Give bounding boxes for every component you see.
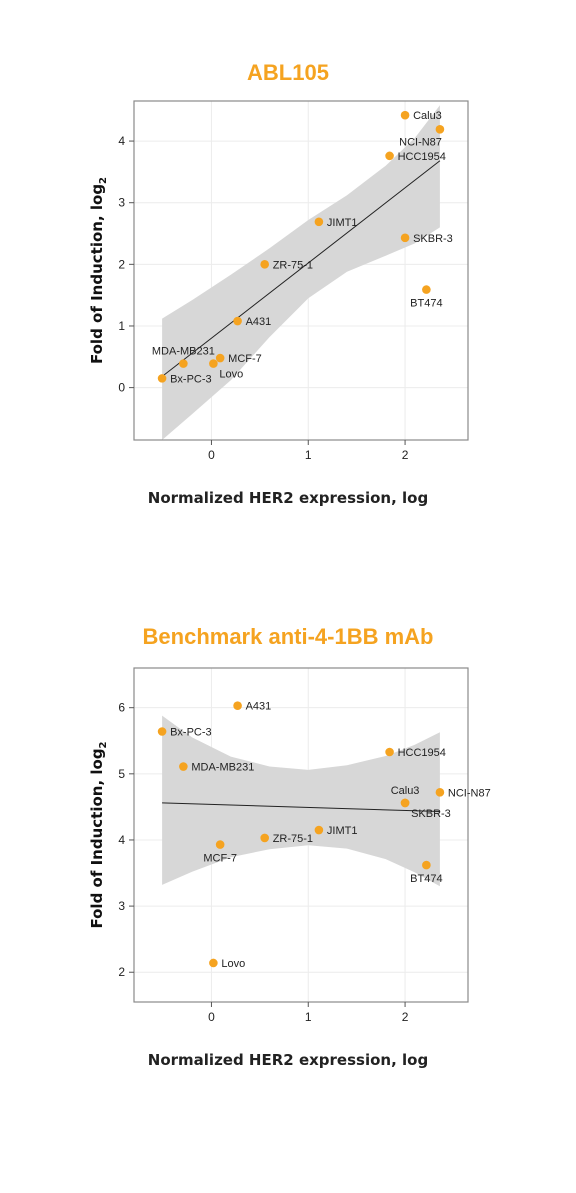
- y-axis-title: Fold of Induction, log2: [88, 177, 109, 364]
- data-point: [215, 840, 225, 849]
- chart-1-plot: 0 1 2 3 4 0 1 2 Fold of Induction, log2 Calu3 NCI-…: [88, 100, 469, 462]
- y-tick-label: 6: [118, 701, 125, 715]
- x-tick-label: 2: [402, 1010, 409, 1024]
- point-label: Lovo: [219, 369, 243, 381]
- data-point: [400, 110, 410, 120]
- data-point: [157, 727, 167, 736]
- point-label: MCF-7: [203, 853, 237, 865]
- x-tick-label: 1: [305, 448, 312, 462]
- point-label: HCC1954: [398, 151, 446, 163]
- data-point: [260, 260, 269, 269]
- x-tick-label: 1: [305, 1010, 312, 1024]
- point-label: A431: [246, 701, 272, 713]
- y-tick-label: 3: [118, 196, 125, 210]
- data-point: [215, 353, 225, 363]
- plot-frame: [133, 667, 469, 1003]
- x-tick-label: 0: [208, 1010, 215, 1024]
- data-point: [233, 701, 242, 710]
- point-label: Bx-PC-3: [170, 373, 212, 385]
- point-label: NCI-N87: [399, 136, 442, 148]
- data-point: [385, 151, 394, 161]
- y-tick-label: 1: [118, 319, 125, 333]
- point-label: Calu3: [391, 785, 420, 797]
- point-label: A431: [246, 316, 272, 328]
- point-label: MDA-MB231: [191, 762, 254, 774]
- data-point: [435, 788, 445, 797]
- data-point: [422, 860, 431, 870]
- data-point: [314, 825, 324, 835]
- point-label: ZR-75-1: [273, 833, 313, 845]
- chart-2-plot: 2 3 4 5 6 0 1 2 Fold of Induction, log2 A431 Bx-PC…: [88, 667, 491, 1024]
- data-point: [400, 233, 410, 243]
- confidence-band: [162, 715, 440, 887]
- confidence-band: [162, 105, 440, 441]
- point-label: BT474: [410, 873, 442, 885]
- point-label: BT474: [410, 298, 442, 310]
- point-label: JIMT1: [327, 217, 358, 229]
- point-label: ZR-75-1: [273, 259, 313, 271]
- data-point: [260, 833, 269, 843]
- x-tick-label: 2: [402, 448, 409, 462]
- regression-line: [161, 160, 441, 377]
- x-tick-label: 0: [208, 448, 215, 462]
- point-label: Bx-PC-3: [170, 726, 212, 738]
- point-label: Lovo: [221, 958, 245, 970]
- data-point: [435, 125, 445, 134]
- chart-1-x-axis-title: Normalized HER2 expression, log: [147, 489, 429, 507]
- data-point: [179, 359, 188, 368]
- point-label: Calu3: [413, 110, 442, 122]
- y-tick-label: 5: [118, 767, 125, 781]
- data-point: [209, 359, 218, 368]
- y-tick-label: 2: [118, 257, 125, 271]
- y-tick-label: 0: [118, 381, 125, 395]
- data-point: [179, 762, 188, 771]
- data-point: [233, 316, 242, 326]
- point-label: MCF-7: [228, 353, 262, 365]
- y-tick-label: 4: [118, 134, 125, 148]
- point-label: NCI-N87: [448, 787, 491, 799]
- point-label: SKBR-3: [411, 808, 451, 820]
- chart-1-title: ABL105: [247, 60, 329, 85]
- plot-frame: [133, 100, 469, 441]
- y-tick-label: 2: [118, 965, 125, 979]
- data-point: [157, 374, 167, 383]
- chart-2-title: Benchmark anti-4-1BB mAb: [142, 624, 434, 649]
- point-label: JIMT1: [327, 825, 358, 837]
- point-label: MDA-MB231: [152, 346, 215, 358]
- point-label: HCC1954: [398, 747, 446, 759]
- point-label: SKBR-3: [413, 233, 453, 245]
- regression-line: [162, 802, 440, 813]
- data-point: [400, 798, 410, 808]
- data-point: [209, 958, 218, 968]
- data-point: [422, 285, 431, 294]
- data-point: [314, 217, 324, 227]
- y-axis-title: Fold of Induction, log2: [88, 741, 109, 928]
- chart-2-x-axis-title: Normalized HER2 expression, log: [147, 1051, 429, 1069]
- y-tick-label: 3: [118, 899, 125, 913]
- data-point: [385, 747, 394, 757]
- y-tick-label: 4: [118, 833, 125, 847]
